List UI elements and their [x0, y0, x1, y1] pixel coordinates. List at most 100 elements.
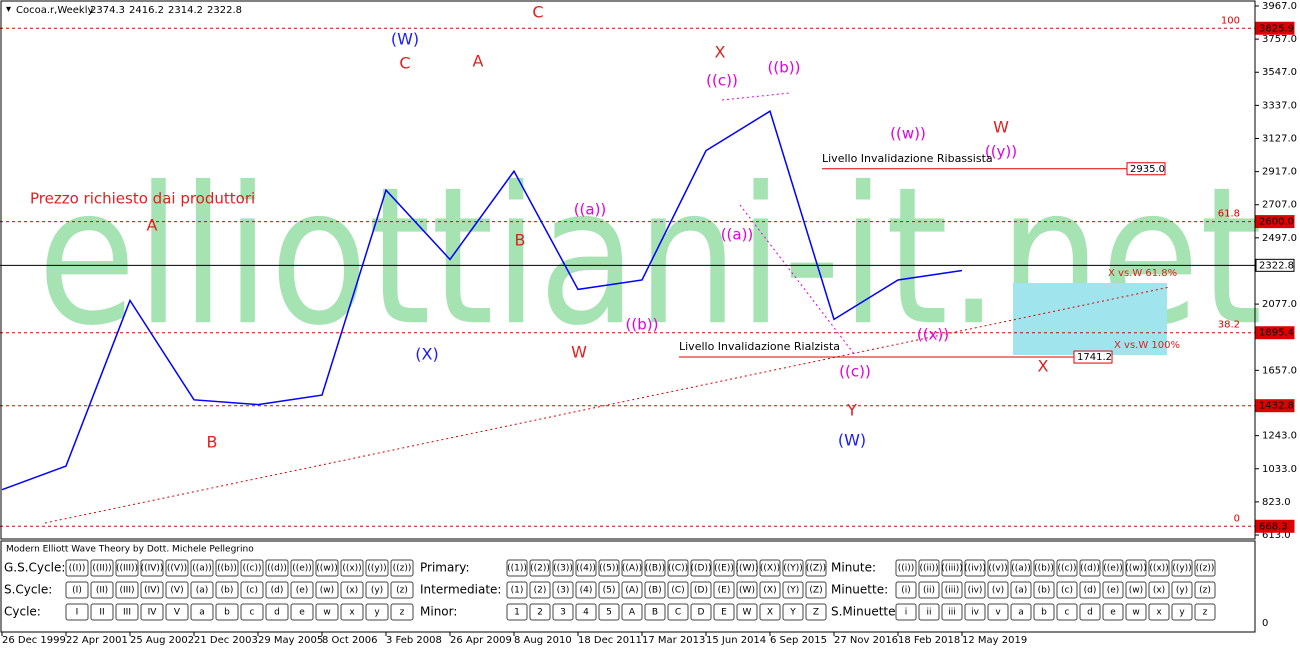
wave-button[interactable] — [1148, 581, 1170, 599]
wave-button[interactable] — [340, 581, 364, 599]
wave-button[interactable] — [690, 603, 712, 621]
wave-button[interactable] — [1102, 559, 1124, 577]
wave-button[interactable] — [215, 559, 239, 577]
wave-button-label[interactable]: Y — [789, 608, 796, 618]
wave-button[interactable] — [529, 559, 551, 577]
wave-button-label[interactable]: C — [675, 608, 681, 618]
wave-button[interactable] — [918, 559, 940, 577]
wave-button-label[interactable]: x — [1156, 608, 1162, 618]
wave-button-label[interactable]: ((B)) — [645, 564, 665, 574]
wave-button-label[interactable]: (z) — [1199, 586, 1211, 596]
wave-button[interactable] — [1102, 581, 1124, 599]
wave-button-label[interactable]: ((4)) — [576, 564, 596, 574]
wave-button-label[interactable]: ((y)) — [367, 564, 386, 574]
wave-button-label[interactable]: ((3)) — [553, 564, 573, 574]
wave-button-label[interactable]: ((v)) — [988, 564, 1007, 574]
wave-button-label[interactable]: ((w)) — [1125, 564, 1146, 574]
wave-button[interactable] — [598, 603, 620, 621]
wave-button-label[interactable]: (III) — [120, 586, 135, 596]
wave-button-label[interactable]: c — [1065, 608, 1070, 618]
wave-button[interactable] — [1079, 559, 1101, 577]
wave-button-label[interactable]: w — [1132, 608, 1139, 618]
wave-button-label[interactable]: (i) — [901, 586, 911, 596]
wave-button[interactable] — [215, 603, 239, 621]
wave-button[interactable] — [941, 603, 963, 621]
wave-button-label[interactable]: z — [1203, 608, 1208, 618]
wave-button[interactable] — [964, 603, 986, 621]
wave-button-label[interactable]: ((5)) — [599, 564, 619, 574]
wave-button-label[interactable]: a — [1018, 608, 1024, 618]
wave-button-label[interactable]: (e) — [1107, 586, 1120, 596]
wave-button[interactable] — [736, 603, 758, 621]
wave-button-label[interactable]: ((a)) — [1011, 564, 1031, 574]
wave-button-label[interactable]: (Z) — [809, 586, 822, 596]
wave-button-label[interactable]: ((c)) — [243, 564, 262, 574]
wave-button[interactable] — [736, 559, 758, 577]
wave-button-label[interactable]: (y) — [1176, 586, 1188, 596]
wave-button-label[interactable]: III — [123, 608, 131, 618]
wave-button[interactable] — [805, 603, 827, 621]
wave-button-label[interactable]: (D) — [694, 586, 708, 596]
wave-button-label[interactable]: i — [905, 608, 908, 618]
wave-button[interactable] — [90, 603, 114, 621]
wave-button-label[interactable]: (x) — [1153, 586, 1165, 596]
wave-button-label[interactable]: (II) — [96, 586, 108, 596]
wave-button-label[interactable]: V — [174, 608, 181, 618]
wave-button[interactable] — [190, 559, 214, 577]
wave-button-label[interactable]: ((Z)) — [806, 564, 826, 574]
wave-button[interactable] — [506, 559, 528, 577]
wave-button-label[interactable]: (X) — [763, 586, 776, 596]
wave-button[interactable] — [90, 581, 114, 599]
wave-button[interactable] — [165, 581, 189, 599]
wave-button[interactable] — [782, 603, 804, 621]
wave-button[interactable] — [165, 559, 189, 577]
wave-button-label[interactable]: ((x)) — [342, 564, 361, 574]
wave-button-label[interactable]: ((1)) — [507, 564, 527, 574]
wave-button-label[interactable]: ((w)) — [316, 564, 337, 574]
wave-button[interactable] — [1148, 603, 1170, 621]
wave-button-label[interactable]: (v) — [992, 586, 1004, 596]
wave-button-label[interactable]: 3 — [560, 608, 566, 618]
wave-button[interactable] — [365, 559, 389, 577]
wave-button[interactable] — [315, 559, 339, 577]
wave-button[interactable] — [340, 559, 364, 577]
wave-button[interactable] — [90, 559, 114, 577]
wave-button[interactable] — [759, 581, 781, 599]
wave-button-label[interactable]: iv — [971, 608, 980, 618]
wave-button[interactable] — [140, 581, 164, 599]
wave-button[interactable] — [621, 559, 643, 577]
wave-button[interactable] — [190, 603, 214, 621]
wave-button-label[interactable]: (5) — [603, 586, 616, 596]
wave-button[interactable] — [964, 581, 986, 599]
wave-button[interactable] — [667, 581, 689, 599]
wave-button-label[interactable]: (w) — [1129, 586, 1143, 596]
wave-button[interactable] — [115, 559, 139, 577]
wave-button-label[interactable]: d — [1087, 608, 1093, 618]
wave-button-label[interactable]: ((W)) — [736, 564, 759, 574]
wave-button[interactable] — [240, 559, 264, 577]
wave-button-label[interactable]: (IV) — [144, 586, 160, 596]
wave-button-label[interactable]: ((iii)) — [941, 564, 963, 574]
wave-button[interactable] — [140, 603, 164, 621]
wave-button[interactable] — [918, 581, 940, 599]
wave-button[interactable] — [1194, 559, 1216, 577]
wave-button[interactable] — [895, 581, 917, 599]
wave-button[interactable] — [390, 581, 414, 599]
wave-button[interactable] — [1033, 559, 1055, 577]
wave-button[interactable] — [690, 581, 712, 599]
wave-button-label[interactable]: ((C)) — [668, 564, 688, 574]
wave-button-label[interactable]: ((2)) — [530, 564, 550, 574]
wave-button[interactable] — [895, 603, 917, 621]
wave-button[interactable] — [1102, 603, 1124, 621]
wave-button[interactable] — [506, 581, 528, 599]
wave-button-label[interactable]: ((iv)) — [964, 564, 986, 574]
wave-button-label[interactable]: (c) — [246, 586, 258, 596]
wave-button[interactable] — [598, 581, 620, 599]
wave-button[interactable] — [918, 603, 940, 621]
wave-button-label[interactable]: (a) — [1015, 586, 1028, 596]
wave-button[interactable] — [782, 581, 804, 599]
wave-button[interactable] — [1010, 603, 1032, 621]
wave-button-label[interactable]: ((e)) — [292, 564, 312, 574]
wave-button-label[interactable]: (z) — [396, 586, 408, 596]
wave-button[interactable] — [529, 603, 551, 621]
